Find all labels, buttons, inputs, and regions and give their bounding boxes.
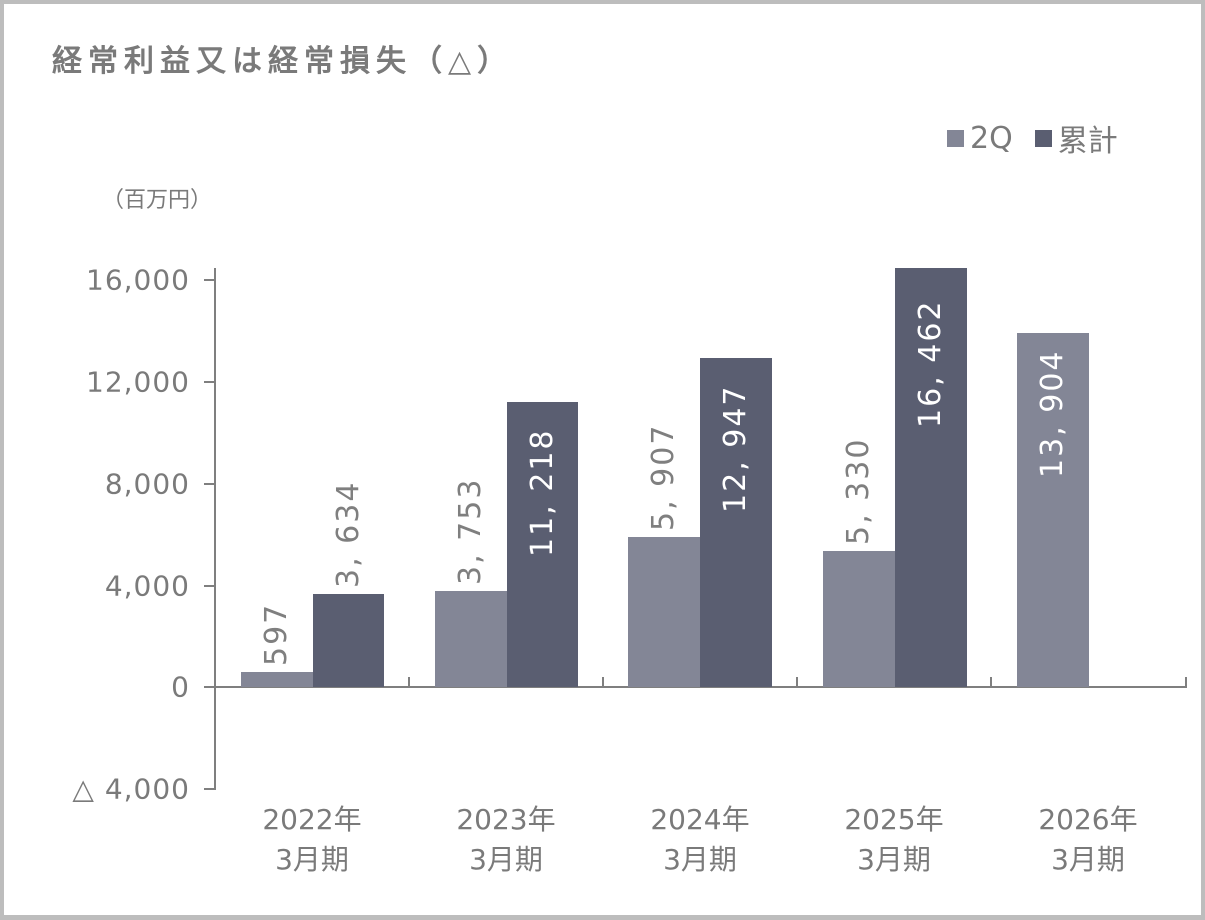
x-label-year: 2023年 [456, 803, 556, 836]
bar-cumulative-2024: 12, 947 [700, 358, 772, 687]
legend-label-2q: 2Q [970, 120, 1013, 156]
bar-value-label: 5, 907 [646, 423, 681, 531]
bar-2q-2025: 5, 330 [823, 438, 895, 687]
bar-cumulative-2023: 11, 218 [507, 402, 578, 687]
legend-swatch-cumulative-icon [1034, 129, 1052, 147]
bar-2q-2022: 597 [241, 603, 313, 687]
y-axis-unit: （百万円） [102, 188, 213, 213]
x-category-label-2026: 2026年 3月期 [991, 800, 1185, 880]
y-tick-label: △ 4,000 [72, 772, 190, 806]
bar-value-label: 12, 947 [718, 384, 753, 513]
y-tick-label: 8,000 [104, 467, 190, 501]
x-label-period: 3月期 [1051, 843, 1125, 876]
bar-value-label: 16, 462 [913, 299, 948, 428]
bar-cumulative-2022: 3, 634 [313, 481, 384, 687]
legend-item-2q: 2Q [947, 121, 1013, 156]
x-label-period: 3月期 [275, 843, 349, 876]
x-label-period: 3月期 [663, 843, 737, 876]
x-label-period: 3月期 [469, 843, 543, 876]
y-tick-label: 12,000 [86, 365, 190, 399]
bar-2q-2024: 5, 907 [628, 424, 700, 687]
chart-title: 経常利益又は経常損失（△） [52, 44, 514, 79]
legend-item-cumulative: 累計 [1034, 116, 1118, 160]
y-tick-label: 16,000 [86, 263, 190, 297]
legend-label-cumulative: 累計 [1057, 124, 1118, 159]
x-category-label-2025: 2025年 3月期 [797, 800, 991, 880]
x-label-period: 3月期 [857, 843, 931, 876]
x-label-year: 2026年 [1038, 803, 1138, 836]
legend: 2Q 累計 [947, 116, 1140, 160]
x-label-year: 2022年 [262, 803, 362, 836]
bar-value-label: 11, 218 [524, 428, 560, 557]
bar-value-label: 597 [259, 602, 294, 666]
bar-value-label: 13, 904 [1035, 349, 1070, 478]
bar-value-label: 5, 330 [841, 437, 876, 545]
bar-value-label: 3, 753 [453, 477, 488, 585]
y-tick-label: 0 [171, 670, 190, 704]
bar-2q-2026: 13, 904 [1017, 333, 1089, 687]
bar-cumulative-2025: 16, 462 [895, 268, 967, 687]
x-category-label-2024: 2024年 3月期 [603, 800, 797, 880]
x-category-label-2023: 2023年 3月期 [409, 800, 603, 880]
bar-2q-2023: 3, 753 [435, 478, 507, 687]
bar-value-label: 3, 634 [330, 480, 366, 588]
x-label-year: 2024年 [650, 803, 750, 836]
x-category-label-2022: 2022年 3月期 [215, 800, 409, 880]
x-label-year: 2025年 [844, 803, 944, 836]
y-tick-label: 4,000 [104, 569, 190, 603]
legend-swatch-2q-icon [947, 129, 964, 147]
